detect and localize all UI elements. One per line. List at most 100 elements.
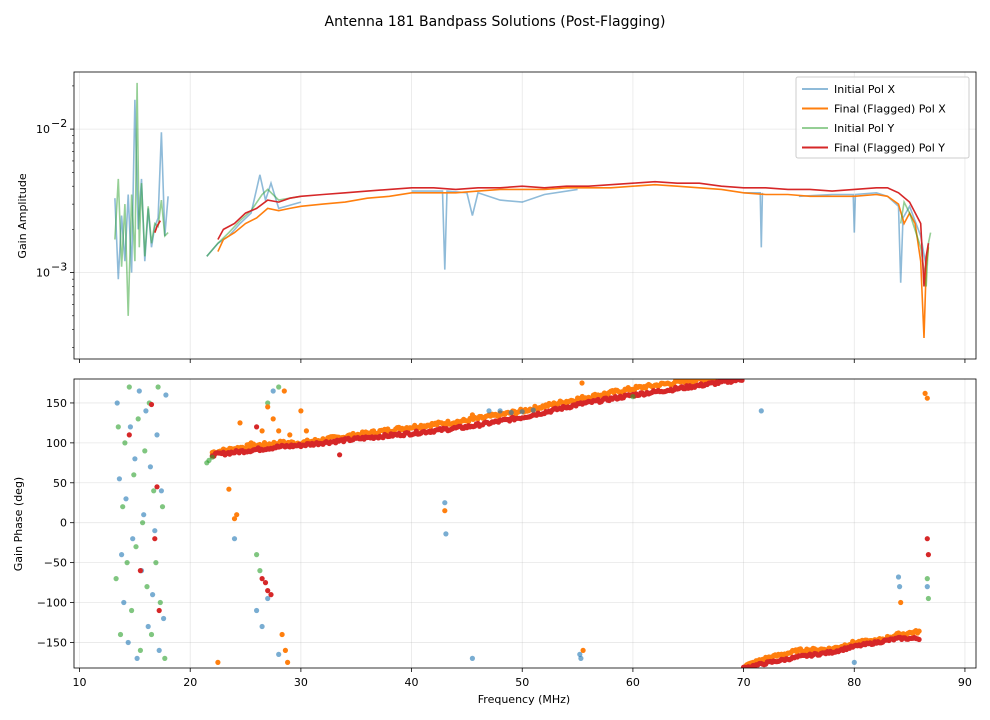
phase-point-0 bbox=[154, 432, 160, 438]
phase-point-1 bbox=[206, 457, 212, 463]
phase-point-0 bbox=[156, 647, 162, 654]
amp-series-line-0 bbox=[743, 192, 764, 248]
phase-point-1 bbox=[117, 631, 124, 638]
phase-point-1 bbox=[124, 560, 130, 566]
phase-point-2 bbox=[215, 659, 221, 666]
phase-band-point-1 bbox=[739, 379, 745, 383]
phase-point-0 bbox=[897, 584, 903, 590]
phase-point-0 bbox=[486, 408, 492, 414]
figure-title: Antenna 181 Bandpass Solutions (Post-Fla… bbox=[325, 14, 666, 30]
phase-point-0 bbox=[161, 615, 167, 622]
phase-point-2 bbox=[579, 380, 585, 386]
phase-point-2 bbox=[265, 404, 271, 410]
phase-xlabel: Frequency (MHz) bbox=[478, 693, 570, 706]
phase-point-0 bbox=[508, 409, 514, 416]
phase-point-3 bbox=[126, 432, 132, 438]
phase-point-1 bbox=[157, 599, 163, 606]
phase-point-0 bbox=[121, 599, 127, 606]
phase-point-0 bbox=[442, 500, 448, 506]
phase-point-2 bbox=[276, 428, 282, 434]
amp-series-line-3 bbox=[217, 180, 930, 287]
phase-xtick-label: 50 bbox=[515, 676, 529, 689]
phase-ytick-label: 0 bbox=[60, 517, 67, 530]
phase-xtick-label: 10 bbox=[73, 676, 87, 689]
phase-band-point-2 bbox=[916, 628, 922, 634]
phase-point-0 bbox=[127, 424, 133, 430]
phase-point-1 bbox=[276, 384, 282, 390]
phase-frame bbox=[73, 378, 977, 669]
phase-point-1 bbox=[120, 504, 126, 510]
phase-point-1 bbox=[209, 454, 215, 460]
phase-band-point-0 bbox=[734, 379, 737, 380]
phase-point-3 bbox=[262, 580, 269, 586]
phase-point-1 bbox=[151, 488, 157, 494]
phase-point-0 bbox=[276, 651, 282, 658]
phase-point-0 bbox=[758, 408, 764, 414]
phase-point-0 bbox=[152, 528, 158, 534]
phase-band-point-0 bbox=[736, 372, 741, 377]
phase-point-1 bbox=[133, 544, 139, 550]
amplitude-frame bbox=[73, 71, 977, 360]
phase-band-point-3 bbox=[916, 636, 922, 643]
legend: Initial Pol X Final (Flagged) Pol X Initia… bbox=[795, 76, 970, 159]
phase-point-2 bbox=[281, 388, 287, 394]
amp-series-line-2 bbox=[114, 82, 169, 316]
amp-series-line-0 bbox=[114, 99, 169, 280]
phase-point-3 bbox=[137, 568, 143, 574]
phase-point-3 bbox=[268, 592, 274, 598]
phase-point-1 bbox=[115, 424, 121, 430]
phase-point-0 bbox=[924, 584, 930, 590]
phase-xtick-label: 70 bbox=[737, 676, 751, 689]
phase-point-2 bbox=[234, 512, 240, 518]
phase-point-1 bbox=[135, 416, 141, 422]
phase-point-1 bbox=[630, 394, 636, 400]
phase-point-2 bbox=[442, 508, 448, 514]
phase-point-3 bbox=[156, 607, 162, 614]
phase-point-3 bbox=[254, 424, 260, 430]
phase-point-0 bbox=[497, 408, 503, 414]
phase-points bbox=[113, 371, 932, 668]
amp-ytick-exponent: −3 bbox=[51, 261, 67, 274]
phase-xtick-label: 80 bbox=[847, 676, 861, 689]
phase-point-0 bbox=[469, 655, 475, 662]
phase-point-2 bbox=[924, 395, 930, 401]
phase-point-2 bbox=[226, 486, 232, 492]
amp-series-line-0 bbox=[798, 191, 930, 283]
amp-series-line-0 bbox=[411, 188, 578, 270]
amp-ytick-label: 10 bbox=[36, 123, 50, 136]
phase-ytick-label: −100 bbox=[37, 597, 67, 610]
legend-label: Final (Flagged) Pol X bbox=[834, 103, 946, 116]
amp-ytick-label: 10 bbox=[36, 267, 50, 280]
phase-point-1 bbox=[159, 504, 166, 510]
phase-point-1 bbox=[131, 472, 137, 478]
phase-point-0 bbox=[141, 512, 147, 518]
phase-ytick-label: 150 bbox=[46, 397, 67, 410]
phase-xtick-label: 20 bbox=[183, 676, 197, 689]
phase-xtick-label: 30 bbox=[294, 676, 308, 689]
phase-point-0 bbox=[254, 607, 260, 614]
phase-band-point-0 bbox=[739, 371, 744, 376]
phase-point-2 bbox=[237, 420, 243, 426]
amplitude-ticks: 10−310−2 bbox=[36, 85, 966, 363]
phase-point-0 bbox=[163, 392, 169, 398]
legend-label: Initial Pol Y bbox=[834, 122, 894, 135]
amp-series-line-3 bbox=[154, 220, 161, 233]
phase-point-3 bbox=[265, 588, 271, 594]
amplitude-lines bbox=[114, 82, 932, 339]
phase-point-0 bbox=[270, 388, 276, 394]
phase-point-1 bbox=[137, 647, 143, 654]
phase-point-3 bbox=[925, 552, 932, 558]
phase-xtick-label: 40 bbox=[405, 676, 419, 689]
phase-point-0 bbox=[851, 659, 857, 666]
phase-ytick-label: 50 bbox=[53, 477, 67, 490]
amp-series-line-1 bbox=[217, 183, 930, 339]
phase-point-0 bbox=[231, 536, 238, 542]
legend-box bbox=[795, 76, 970, 159]
phase-point-0 bbox=[136, 388, 142, 394]
phase-point-2 bbox=[231, 516, 238, 522]
phase-point-0 bbox=[143, 408, 149, 414]
phase-point-2 bbox=[279, 631, 285, 638]
phase-point-2 bbox=[285, 659, 291, 666]
phase-grid bbox=[74, 379, 976, 668]
phase-point-1 bbox=[148, 631, 155, 638]
